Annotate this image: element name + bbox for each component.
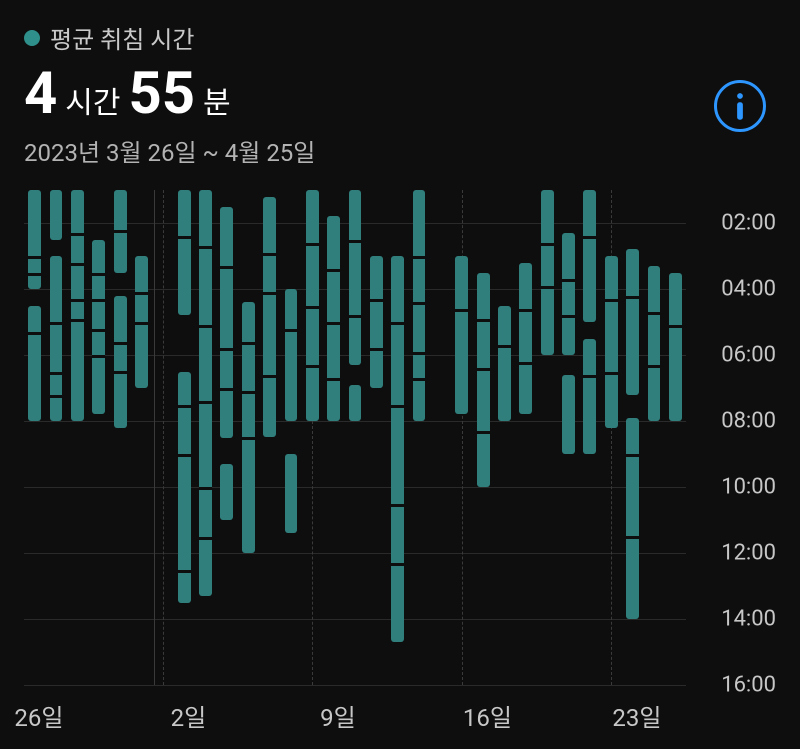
legend: 평균 취침 시간: [24, 20, 776, 55]
sleep-bar: [648, 266, 661, 421]
x-axis-label: 9일: [320, 698, 356, 733]
sleep-bar: [519, 263, 532, 415]
y-axis-label: 06:00: [696, 343, 776, 368]
sleep-bar: [178, 372, 191, 603]
sleep-bar: [50, 190, 63, 240]
sleep-bar: [199, 190, 212, 596]
info-icon: [731, 91, 749, 121]
sleep-bar: [669, 273, 682, 422]
y-axis-label: 04:00: [696, 277, 776, 302]
sleep-bar: [92, 240, 105, 415]
sleep-bar: [498, 306, 511, 422]
x-axis-label: 26일: [14, 698, 63, 733]
grid-line: [24, 553, 686, 554]
hours-value: 4: [24, 65, 57, 123]
sleep-bar: [71, 190, 84, 421]
sleep-bar: [413, 190, 426, 421]
y-axis-label: 08:00: [696, 409, 776, 434]
grid-line: [24, 685, 686, 686]
y-axis-label: 14:00: [696, 607, 776, 632]
sleep-bar: [583, 190, 596, 322]
x-axis-label: 2일: [171, 698, 207, 733]
minutes-unit: 분: [203, 78, 231, 122]
sleep-bar: [583, 339, 596, 455]
sleep-bar: [28, 306, 41, 422]
legend-label: 평균 취침 시간: [50, 20, 194, 55]
sleep-bar: [626, 249, 639, 394]
sleep-bar: [370, 256, 383, 388]
sleep-bar: [28, 190, 41, 289]
sleep-bar: [349, 190, 362, 365]
sleep-bar: [626, 418, 639, 619]
x-axis-label: 16일: [463, 698, 512, 733]
sleep-bar: [605, 256, 618, 428]
grid-vline: [154, 190, 155, 685]
sleep-bar: [220, 464, 233, 520]
sleep-bar: [242, 302, 255, 553]
sleep-bar: [220, 207, 233, 438]
y-axis-label: 02:00: [696, 211, 776, 236]
plot-area: [24, 190, 686, 685]
sleep-bar: [135, 256, 148, 388]
sleep-bar: [349, 385, 362, 421]
sleep-bar: [562, 233, 575, 355]
sleep-bar: [285, 289, 298, 421]
sleep-bar: [562, 375, 575, 454]
sleep-bar: [114, 190, 127, 273]
sleep-chart: 02:00 04:00 06:00 08:00 10:00 12:00 14:00 16:00…: [24, 190, 776, 745]
legend-dot-icon: [24, 30, 40, 46]
sleep-panel: 평균 취침 시간 4 시간 55 분 2023년 3월 26일 ~ 4월 25일…: [0, 0, 800, 749]
y-axis-label: 12:00: [696, 541, 776, 566]
sleep-bar: [50, 256, 63, 421]
sleep-bar: [455, 256, 468, 414]
avg-sleep-metric: 4 시간 55 분: [24, 65, 776, 123]
date-range: 2023년 3월 26일 ~ 4월 25일: [24, 133, 776, 168]
info-button[interactable]: [714, 80, 766, 132]
grid-line: [24, 619, 686, 620]
sleep-bar: [477, 273, 490, 488]
grid-vline: [163, 190, 164, 685]
sleep-bar: [285, 454, 298, 533]
grid-line: [24, 487, 686, 488]
sleep-bar: [263, 197, 276, 438]
y-axis-label: 10:00: [696, 475, 776, 500]
y-axis-label: 16:00: [696, 673, 776, 698]
hours-unit: 시간: [65, 78, 120, 122]
sleep-bar: [541, 190, 554, 355]
minutes-value: 55: [128, 65, 195, 123]
sleep-bar: [391, 256, 404, 642]
x-axis-label: 23일: [612, 698, 661, 733]
sleep-bar: [114, 296, 127, 428]
sleep-bar: [306, 190, 319, 421]
sleep-bar: [178, 190, 191, 315]
sleep-bar: [327, 216, 340, 421]
